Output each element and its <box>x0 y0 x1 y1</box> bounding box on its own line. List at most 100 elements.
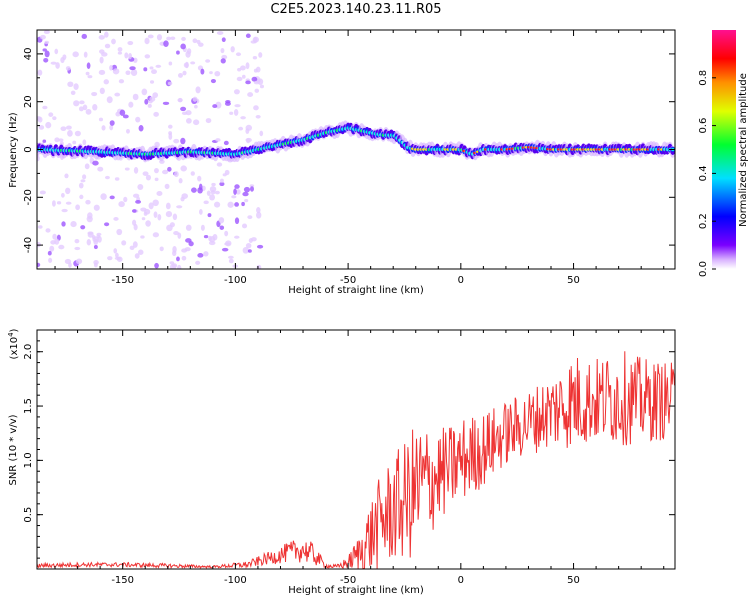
heatmap-noise-blob <box>236 76 243 82</box>
heatmap-noise-blob <box>205 59 211 63</box>
snr-x-tick-label: 0 <box>458 575 464 586</box>
heatmap-noise-blob <box>241 223 248 229</box>
heatmap-noise-blob <box>79 194 84 200</box>
colorbar-tick-label: 0.4 <box>698 165 709 181</box>
heatmap-noise-blob <box>203 200 209 205</box>
heatmap-y-tick-label: 20 <box>23 95 34 108</box>
heatmap-noise-blob <box>124 167 130 171</box>
heatmap-noise-blob <box>205 118 212 124</box>
heatmap-noise-blob <box>45 228 51 233</box>
heatmap-noise-blob <box>37 225 43 229</box>
heatmap-noise-blob <box>54 48 59 55</box>
heatmap-noise-blob <box>255 115 261 119</box>
heatmap-noise-blob <box>169 261 175 265</box>
heatmap-noise-blob <box>174 171 179 178</box>
heatmap-noise-blob <box>203 251 209 257</box>
heatmap-noise-blob <box>210 79 216 84</box>
heatmap-y-tick-label: -40 <box>23 237 34 253</box>
heatmap-noise-blob <box>86 239 92 246</box>
heatmap-noise-blob <box>141 217 146 221</box>
heatmap-noise-blob <box>212 104 218 109</box>
heatmap-noise-blob <box>109 195 115 200</box>
heatmap-noise-blob <box>193 119 200 126</box>
heatmap-noise-blob <box>44 50 50 58</box>
heatmap-noise-blob <box>247 92 254 98</box>
heatmap-noise-blob <box>74 130 81 137</box>
heatmap-noise-blob <box>198 183 203 191</box>
heatmap-noise-blob <box>216 162 223 167</box>
heatmap-noise-blob <box>82 139 87 146</box>
heatmap-noise-blob <box>37 116 43 123</box>
heatmap-noise-blob <box>168 124 173 129</box>
heatmap-noise-blob <box>180 196 185 202</box>
heatmap-noise-blob <box>221 54 228 60</box>
snr-x-tick-label: -100 <box>224 575 247 586</box>
heatmap-noise-blob <box>181 111 188 116</box>
snr-series-line <box>37 351 675 569</box>
heatmap-noise-blob <box>104 31 109 38</box>
heatmap-noise-blob <box>64 173 69 179</box>
heatmap-noise-blob <box>47 250 52 256</box>
heatmap-noise-blob <box>183 62 189 68</box>
heatmap-noise-blob <box>149 80 155 84</box>
heatmap-noise-blob <box>70 221 77 228</box>
heatmap-noise-blob <box>153 167 159 174</box>
heatmap-noise-blob <box>259 130 264 137</box>
heatmap-noise-blob <box>144 98 149 105</box>
heatmap-noise-blob <box>253 105 259 111</box>
heatmap-noise-blob <box>100 193 107 200</box>
heatmap-noise-blob <box>216 31 224 35</box>
colorbar-tick-label: 0.6 <box>698 118 709 134</box>
heatmap-noise-blob <box>54 238 60 245</box>
heatmap-noise-blob <box>78 182 84 189</box>
heatmap-noise-blob <box>240 116 246 120</box>
heatmap-noise-blob <box>155 64 162 68</box>
snr-x-label: Height of straight line (km) <box>288 585 424 596</box>
heatmap-noise-blob <box>191 187 197 193</box>
heatmap-noise-blob <box>251 76 258 82</box>
heatmap-y-axis: -40 -20 0 20 40 <box>23 29 675 270</box>
heatmap-noise-blob <box>112 68 120 75</box>
heatmap-x-tick-label: 0 <box>458 275 464 286</box>
heatmap-noise-blob <box>227 201 234 208</box>
heatmap-noise-blob <box>182 70 187 76</box>
heatmap-noise-blob <box>227 255 234 259</box>
heatmap-x-tick-label: -100 <box>224 275 247 286</box>
heatmap-noise-blob <box>159 246 164 252</box>
heatmap-noise-blob <box>99 49 105 54</box>
heatmap-noise-blob <box>87 75 93 79</box>
heatmap-noise-blob <box>74 238 80 244</box>
heatmap-noise-blob <box>192 96 198 102</box>
snr-plot-area <box>37 330 675 569</box>
heatmap-noise-blob <box>123 196 128 203</box>
heatmap-noise-blob <box>74 246 81 251</box>
heatmap-noise-blob <box>119 109 126 116</box>
heatmap-noise-blob <box>233 108 239 116</box>
heatmap-noise-blob <box>234 235 240 239</box>
heatmap-noise-blob <box>206 190 211 196</box>
heatmap-x-axis: -150 -100 -50 0 50 <box>54 30 665 286</box>
heatmap-noise-blob <box>65 66 71 71</box>
heatmap-noise-blob <box>55 62 60 69</box>
heatmap-noise-blob <box>135 199 142 204</box>
heatmap-noise-blob <box>85 199 91 205</box>
heatmap-noise-blob <box>111 38 116 45</box>
heatmap-noise-blob <box>49 245 55 252</box>
heatmap-noise-blob <box>130 69 138 77</box>
heatmap-noise-blob <box>92 103 98 111</box>
heatmap-noise-blob <box>176 205 183 209</box>
heatmap-noise-blob <box>214 190 220 195</box>
heatmap-noise-blob <box>252 56 258 60</box>
heatmap-noise-blob <box>181 255 187 261</box>
heatmap-noise-blob <box>200 68 205 75</box>
heatmap-noise-blob <box>75 204 80 211</box>
heatmap-noise-blob <box>109 64 113 71</box>
heatmap-noise-blob <box>149 66 154 70</box>
heatmap-noise-blob <box>177 264 182 269</box>
heatmap-noise-blob <box>167 81 173 86</box>
snr-x-axis: -150 -100 -50 0 50 <box>54 330 665 586</box>
heatmap-noise-blob <box>126 128 130 134</box>
heatmap-noise-blob <box>56 201 62 205</box>
heatmap-noise-blob <box>152 232 160 238</box>
heatmap-noise-blob <box>60 126 67 132</box>
